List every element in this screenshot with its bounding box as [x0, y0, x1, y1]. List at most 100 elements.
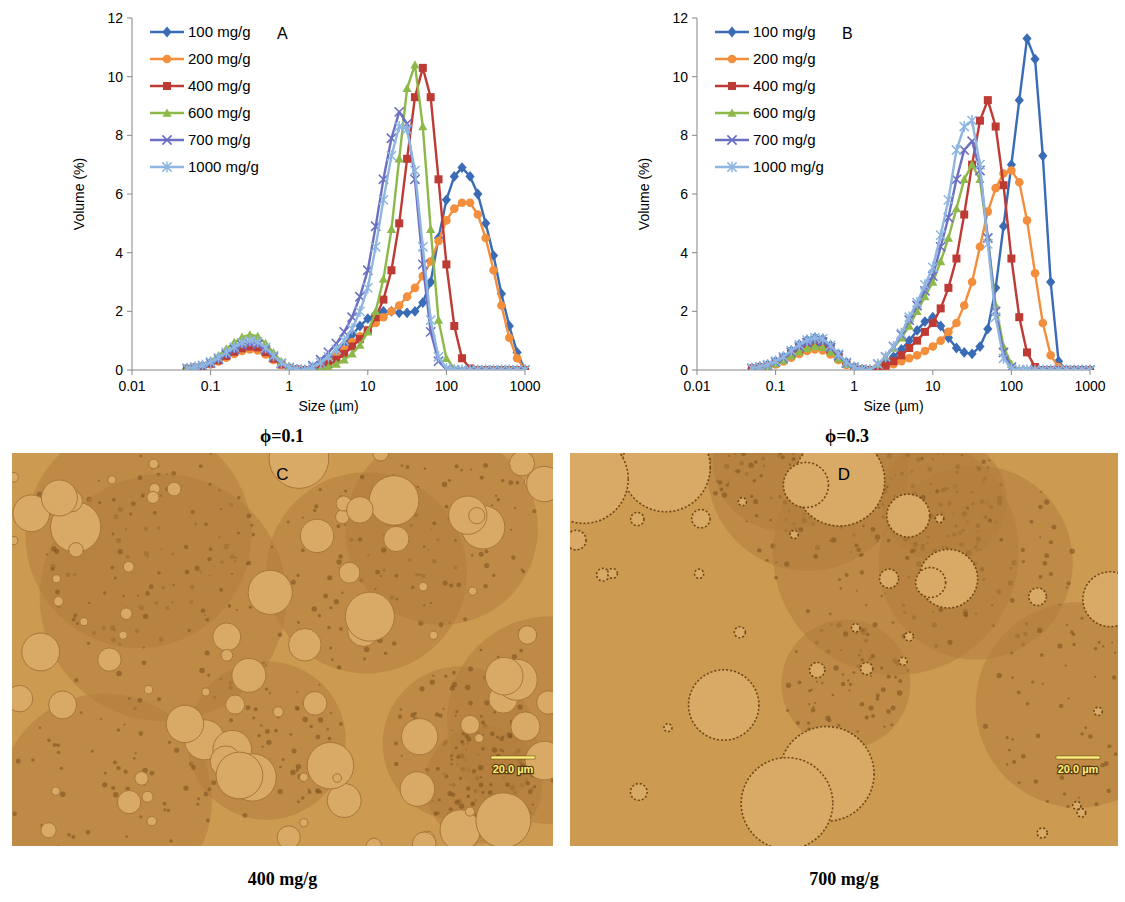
data-point [458, 354, 466, 362]
texture-dot [963, 611, 968, 616]
texture-dot [511, 555, 515, 559]
data-point [395, 154, 404, 162]
data-point [1054, 364, 1063, 370]
texture-dot [149, 584, 154, 589]
texture-dot [113, 792, 118, 797]
data-point [936, 229, 945, 240]
texture-dot [774, 576, 778, 580]
texture-dot [1018, 781, 1021, 784]
x-tick-label: 10 [360, 378, 376, 394]
x-tick [697, 370, 698, 375]
texture-dot [191, 765, 196, 770]
droplet [12, 537, 18, 545]
x-tick [854, 370, 855, 375]
texture-dot [247, 561, 251, 565]
texture-dot [1040, 491, 1042, 493]
data-point [402, 307, 411, 318]
texture-dot [1017, 691, 1021, 695]
data-point [912, 297, 921, 308]
texture-dot [1094, 676, 1096, 678]
texture-dot [840, 587, 842, 589]
texture-dot [167, 809, 170, 812]
texture-dot [344, 489, 347, 492]
data-point [214, 352, 223, 363]
texture-dot [1107, 744, 1111, 748]
x-tick [132, 370, 133, 375]
texture-dot [483, 463, 488, 468]
data-point [1046, 277, 1055, 288]
texture-dot [468, 667, 473, 672]
texture-dot [188, 629, 191, 632]
droplet [880, 569, 899, 588]
texture-dot [1066, 805, 1069, 808]
texture-dot [921, 457, 924, 460]
texture-dot [795, 650, 798, 653]
image-texture [12, 453, 553, 846]
x-tick [210, 370, 211, 375]
legend-label: 200 mg/g [753, 50, 816, 67]
texture-dot [478, 765, 484, 771]
y-tick [127, 311, 132, 312]
texture-dot [894, 676, 897, 679]
chart-caption: ϕ=0.3 [825, 426, 869, 446]
data-point [929, 342, 938, 351]
texture-dot [207, 557, 211, 561]
texture-dot [411, 586, 414, 589]
legend-label: 1000 mg/g [753, 158, 824, 175]
droplet [935, 514, 943, 522]
texture-dot [327, 575, 332, 580]
texture-dot [124, 770, 128, 774]
y-tick [127, 252, 132, 253]
texture-dot [104, 772, 107, 775]
texture-dot [812, 706, 814, 708]
data-point [960, 175, 969, 183]
data-point [402, 124, 411, 135]
texture-dot [316, 789, 319, 792]
data-point [1046, 364, 1055, 370]
texture-dot [471, 554, 474, 557]
texture-dot [1052, 525, 1057, 530]
droplet [41, 480, 77, 516]
data-point [379, 274, 388, 282]
texture-dot [886, 486, 889, 489]
texture-dot [282, 758, 285, 761]
data-point [355, 306, 364, 317]
legend-label: 700 mg/g [753, 131, 816, 148]
data-point [450, 364, 459, 370]
droplet [400, 772, 435, 807]
texture-dot [797, 681, 801, 685]
texture-dot [753, 479, 757, 483]
droplet [12, 685, 33, 712]
texture-dot [452, 671, 456, 675]
texture-dot [56, 743, 60, 747]
texture-dot [798, 527, 803, 532]
data-point [427, 93, 435, 101]
droplet [289, 628, 322, 661]
series-line [187, 127, 525, 370]
texture-dot [1037, 628, 1042, 633]
data-point [952, 144, 961, 155]
texture-dot [401, 755, 403, 757]
droplet [216, 752, 263, 799]
texture-dot [12, 812, 16, 816]
texture-dot [1040, 653, 1044, 657]
series-line [752, 121, 1090, 370]
droplet [449, 496, 487, 534]
texture-dot [881, 687, 886, 692]
texture-dot [339, 627, 343, 631]
texture-dot [753, 499, 758, 504]
texture-dot [150, 771, 155, 776]
texture-dot [318, 683, 320, 685]
data-point [1022, 33, 1031, 44]
data-point [1046, 351, 1055, 360]
droplet [570, 453, 628, 523]
texture-dot [375, 570, 380, 575]
droplet [167, 482, 181, 496]
data-point [1023, 348, 1031, 356]
texture-dot [466, 795, 469, 798]
data-point [466, 199, 475, 208]
texture-dot [532, 803, 534, 805]
texture-dot [726, 483, 730, 487]
data-point [395, 301, 404, 310]
texture-dot [142, 661, 147, 666]
